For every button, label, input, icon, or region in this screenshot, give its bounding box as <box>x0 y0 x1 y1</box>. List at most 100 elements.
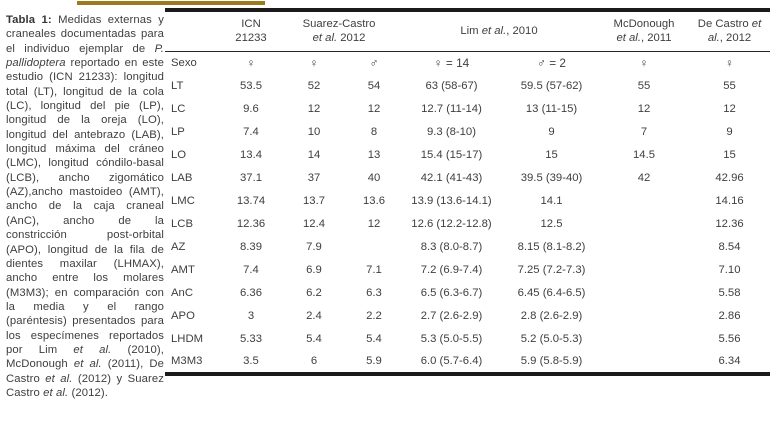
value-cell: 2.4 <box>306 310 322 322</box>
row-label: LC <box>171 103 186 115</box>
header-text: 21233 <box>235 31 267 44</box>
caption-segment: (2010), McDonough <box>6 343 164 371</box>
value-cell: 5.58 <box>718 287 741 299</box>
row-label: LMC <box>171 195 195 207</box>
value-cell: 55 <box>637 80 651 92</box>
value-cell <box>599 213 689 236</box>
row-label: LAB <box>171 172 193 184</box>
caption-segment: (2012). <box>68 386 108 399</box>
value-cell: 9.3 (8-10) <box>427 126 476 138</box>
value-cell: 14.5 <box>633 149 656 161</box>
header-text: , 2010 <box>506 24 538 37</box>
header-text: et al. <box>481 24 507 37</box>
value-cell: 5.56 <box>718 333 741 345</box>
table-row: AnC 6.36 6.2 6.3 6.5 (6.3-6.7) 6.45 (6.4-6.5)… <box>165 282 770 305</box>
caption-segment: et al. <box>43 386 69 399</box>
value-cell: 7.2 (6.9-7.4) <box>420 264 483 276</box>
value-cell: ♀ <box>639 56 649 71</box>
table-row: LMC 13.74 13.7 13.6 13.9 (13.6-14.1) 14.1 14.1… <box>165 190 770 213</box>
value-cell: ♀ <box>246 56 256 71</box>
header-text: Lim <box>460 24 482 37</box>
header-group-row: ICN 21233 Suarez-Castro et al. 2012 Lim et a… <box>165 10 771 52</box>
value-cell: 12 <box>637 103 651 115</box>
value-cell: 8 <box>370 126 378 138</box>
value-cell: 10 <box>307 126 321 138</box>
value-cell: 12.5 <box>540 218 563 230</box>
value-cell: 59.5 (57-62) <box>520 80 583 92</box>
value-cell: 5.3 (5.0-5.5) <box>420 333 483 345</box>
table-row: APO 3 2.4 2.2 2.7 (2.6-2.9) 2.8 (2.6-2.9) 2.86 <box>165 305 770 328</box>
header-text: et al. <box>616 31 641 44</box>
value-cell: 6.45 (6.4-6.5) <box>517 287 586 299</box>
value-cell: 7 <box>640 126 648 138</box>
value-cell: 13.74 <box>236 195 266 207</box>
row-label: AnC <box>171 287 193 299</box>
value-cell <box>599 351 689 374</box>
caption-segment: et al. <box>73 343 112 356</box>
column-group-de-castro-2012: De Castro et al., 2012 <box>689 10 771 52</box>
column-group-icn-21233: ICN 21233 <box>223 10 279 52</box>
row-label: APO <box>171 310 195 322</box>
gold-accent-rule <box>77 1 265 5</box>
value-cell: 15 <box>723 149 736 161</box>
caption-segment: et al. <box>73 358 102 371</box>
value-cell: 9 <box>548 126 555 138</box>
table-row: AMT 7.4 6.9 7.1 7.2 (6.9-7.4) 7.25 (7.2-7.3) 7… <box>165 259 770 282</box>
value-cell: 2.7 (2.6-2.9) <box>420 310 483 322</box>
caption-segment: P. pallidoptera <box>6 42 164 70</box>
value-cell: 52 <box>307 80 321 92</box>
caption-segment: Tabla 1: <box>6 14 59 26</box>
value-cell <box>599 282 689 305</box>
row-label: M3M3 <box>171 355 203 367</box>
header-text: al. <box>707 31 720 44</box>
value-cell: 5.4 <box>306 333 322 345</box>
caption-segment: et al. <box>45 372 73 385</box>
table-row: LCB 12.36 12.4 12 12.6 (12.2-12.8) 12.5 12.36 <box>165 213 770 236</box>
value-cell: 6.2 <box>306 287 322 299</box>
table-caption: Tabla 1: Medidas externas y craneales do… <box>6 13 164 400</box>
value-cell: 53.5 <box>240 80 262 92</box>
sex-row: Sexo ♀ ♀ ♂ ♀ = 14 ♂ = 2 ♀ ♀ <box>165 52 770 75</box>
value-cell: 42 <box>637 172 651 184</box>
measurements-table: ICN 21233 Suarez-Castro et al. 2012 Lim et a… <box>165 8 771 376</box>
value-cell: 6.3 <box>366 287 382 299</box>
table-header: ICN 21233 Suarez-Castro et al. 2012 Lim et a… <box>165 10 771 52</box>
value-cell: 7.10 <box>718 264 741 276</box>
value-cell: 5.9 <box>366 355 382 367</box>
header-text: 2012 <box>337 31 366 44</box>
measurements-table-grid: ICN 21233 Suarez-Castro et al. 2012 Lim et a… <box>165 8 771 376</box>
value-cell: 12.7 (11-14) <box>421 103 482 115</box>
value-cell: 55 <box>723 80 736 92</box>
value-cell: ♀ = 14 <box>433 56 470 71</box>
value-cell: 7.9 <box>306 241 322 253</box>
value-cell: 7.4 <box>243 264 259 276</box>
value-cell: 14.16 <box>715 195 744 207</box>
value-cell: 5.4 <box>366 333 382 345</box>
caption-segment: Medidas externas y craneales documentada… <box>6 14 164 55</box>
value-cell: 15.4 (15-17) <box>420 149 483 161</box>
value-cell <box>599 259 689 282</box>
value-cell: 5.9 (5.8-5.9) <box>520 355 583 367</box>
header-text: , 2012 <box>719 31 752 44</box>
value-cell: 7.4 <box>243 126 259 138</box>
value-cell: 12.4 <box>303 218 325 230</box>
value-cell: 42.96 <box>715 172 744 184</box>
value-cell: 6.5 (6.3-6.7) <box>420 287 483 299</box>
value-cell: ♀ <box>725 56 734 71</box>
value-cell: 6 <box>310 355 318 367</box>
value-cell: 6.9 <box>306 264 322 276</box>
value-cell: 37 <box>307 172 321 184</box>
table-row: AZ 8.39 7.9 8.3 (8.0-8.7) 8.15 (8.1-8.2) 8.54 <box>165 236 770 259</box>
value-cell: ♀ <box>309 56 319 71</box>
value-cell: 3.5 <box>243 355 259 367</box>
value-cell <box>349 236 399 259</box>
value-cell: 2.8 (2.6-2.9) <box>520 310 583 322</box>
value-cell: 6.34 <box>718 355 741 367</box>
row-label: Sexo <box>171 57 197 70</box>
value-cell: 13.9 (13.6-14.1) <box>411 195 492 207</box>
value-cell: 5.2 (5.0-5.3) <box>520 333 583 345</box>
table-row: LHDM 5.33 5.4 5.4 5.3 (5.0-5.5) 5.2 (5.0-5.3)… <box>165 328 770 351</box>
column-group-lim-2010: Lim et al., 2010 <box>399 10 600 52</box>
value-cell: 9.6 <box>243 103 259 115</box>
value-cell: 39.5 (39-40) <box>520 172 583 184</box>
